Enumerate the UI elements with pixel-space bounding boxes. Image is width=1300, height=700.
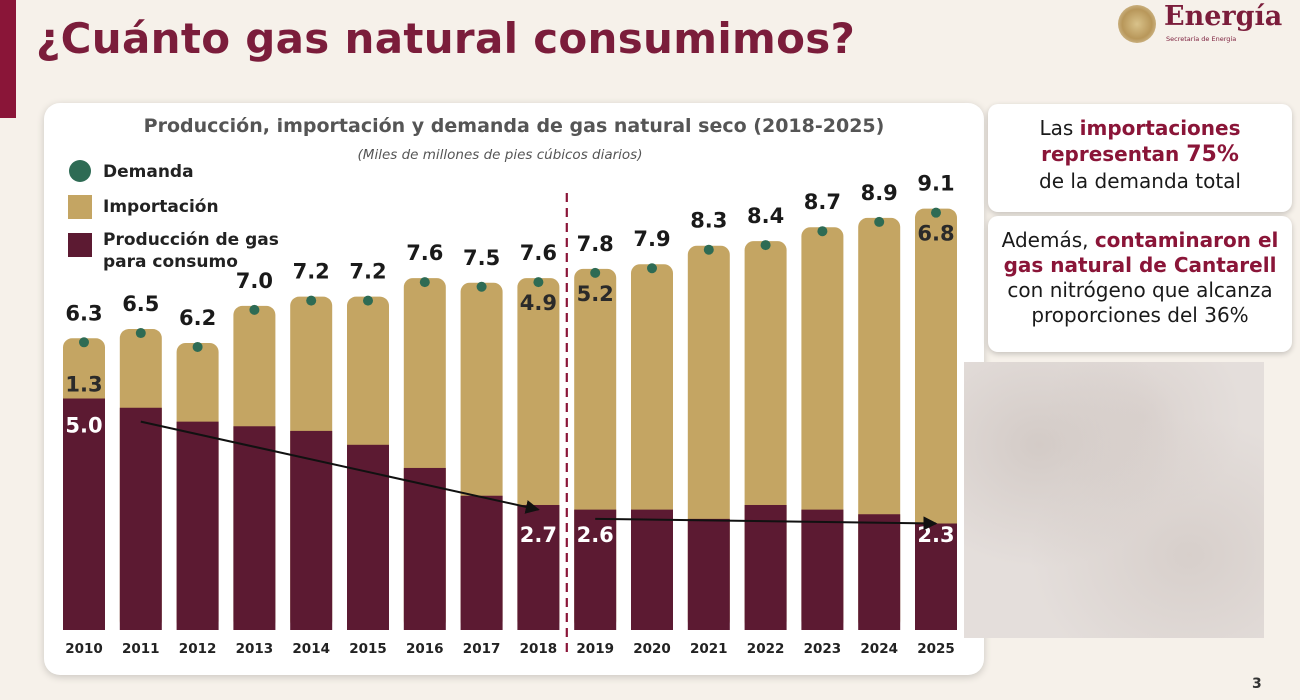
x-tick-2022: 2022 [747, 641, 785, 657]
info-box-imports: Las importaciones representan 75% de la … [988, 104, 1292, 212]
bar-production-2024 [858, 514, 901, 630]
x-tick-2024: 2024 [860, 641, 898, 657]
logo-name: Energía [1164, 1, 1283, 32]
x-tick-2021: 2021 [690, 641, 728, 657]
x-tick-2016: 2016 [406, 641, 444, 657]
x-tick-2019: 2019 [576, 641, 614, 657]
trend-arrow-1 [140, 420, 540, 514]
legend-production-label: Producción de gas para consumo [103, 230, 279, 272]
brand-accent-strip [0, 0, 16, 118]
stacked-bar-chart: Producción, importación y demanda de gas… [63, 115, 957, 658]
demand-dot-2011 [135, 328, 146, 339]
x-tick-2011: 2011 [122, 641, 160, 657]
total-label-2018: 7.6 [520, 241, 557, 265]
bar-production-2013 [233, 426, 276, 630]
bar-production-2020 [631, 509, 673, 630]
inner-label-import-2010: 1.3 [65, 373, 102, 397]
x-tick-2014: 2014 [292, 641, 330, 657]
demand-dot-2023 [817, 226, 828, 237]
total-label-2021: 8.3 [690, 209, 727, 233]
inner-label-production-2025: 2.3 [917, 523, 954, 547]
total-label-2024: 8.9 [861, 181, 898, 205]
demand-dot-2018 [533, 277, 544, 288]
logo-subtitle: Secretaría de Energía [1166, 35, 1237, 43]
inner-label-production-2018: 2.7 [520, 523, 557, 547]
total-label-2017: 7.5 [463, 246, 500, 270]
legend-demand-label: Demanda [103, 162, 194, 182]
bar-production-2012 [176, 421, 219, 630]
x-tick-2025: 2025 [917, 641, 955, 657]
demand-dot-2013 [249, 304, 260, 315]
bar-production-2018 [517, 504, 560, 630]
info-imports-emphasis: importaciones representan [1041, 116, 1241, 166]
info-imports-percent: 75% [1186, 142, 1239, 167]
total-label-2014: 7.2 [293, 260, 330, 284]
demand-dot-2025 [931, 207, 941, 218]
bar-production-2025 [915, 523, 957, 630]
total-label-2010: 6.3 [65, 301, 102, 325]
trend-arrow-2 [595, 516, 938, 531]
bar-production-2010 [63, 398, 105, 630]
total-label-2016: 7.6 [406, 241, 443, 265]
demand-dot-2012 [192, 341, 203, 352]
inner-label-production-2010: 5.0 [65, 414, 102, 438]
bar-production-2017 [460, 495, 503, 630]
demand-dot-2015 [363, 295, 373, 306]
total-label-2023: 8.7 [804, 190, 841, 214]
bar-production-2014 [290, 430, 333, 630]
page-number: 3 [1252, 676, 1262, 692]
demand-dot-2022 [760, 240, 771, 251]
bar-production-2019 [574, 509, 617, 630]
inner-label-import-2025: 6.8 [917, 222, 954, 246]
inner-label-production-2019: 2.6 [577, 523, 614, 547]
x-tick-2010: 2010 [65, 641, 103, 657]
inner-label-import-2019: 5.2 [577, 282, 614, 306]
total-label-2019: 7.8 [577, 232, 614, 256]
info-cantarell-emphasis: contaminaron el gas natural de Cantarell [1003, 228, 1279, 277]
total-label-2025: 9.1 [917, 172, 954, 196]
x-tick-2020: 2020 [633, 641, 671, 657]
total-label-2011: 6.5 [122, 292, 159, 316]
demand-dot-2014 [306, 295, 317, 306]
total-label-2012: 6.2 [179, 306, 216, 330]
x-tick-2015: 2015 [349, 641, 387, 657]
demand-dot-2010 [79, 337, 89, 348]
x-tick-2013: 2013 [236, 641, 274, 657]
x-tick-2012: 2012 [179, 641, 217, 657]
bar-production-2021 [687, 518, 730, 630]
slide-title: ¿Cuánto gas natural consumimos? [36, 14, 856, 63]
total-label-2022: 8.4 [747, 204, 784, 228]
inner-label-import-2018: 4.9 [520, 291, 557, 315]
legend-imports-swatch [68, 195, 92, 219]
bar-production-2016 [403, 467, 446, 630]
x-tick-2018: 2018 [520, 641, 558, 657]
demand-dot-2016 [419, 277, 430, 288]
chart-title: Producción, importación y demanda de gas… [144, 115, 885, 137]
total-label-2015: 7.2 [349, 260, 386, 284]
bar-production-2011 [119, 407, 162, 630]
demand-dot-2021 [703, 244, 714, 255]
info-box-cantarell: Además, contaminaron el gas natural de C… [988, 216, 1292, 352]
energia-logo: Energía Secretaría de Energía [1116, 1, 1286, 44]
x-tick-2017: 2017 [463, 641, 501, 657]
decorative-photo [964, 362, 1264, 638]
info-imports-pre: Las [1039, 116, 1080, 140]
demand-dot-2020 [647, 263, 657, 274]
chart-subtitle: (Miles de millones de pies cúbicos diari… [358, 147, 643, 163]
info-imports-post: de la demanda total [1039, 168, 1241, 193]
x-tick-2023: 2023 [804, 641, 842, 657]
demand-dot-2019 [590, 267, 601, 278]
bar-production-2022 [744, 504, 787, 630]
legend-demand-marker [69, 160, 91, 182]
legend-production-swatch [68, 233, 92, 257]
legend-imports-label: Importación [103, 197, 219, 217]
info-cantarell-post: con nitrógeno que alcanza proporciones d… [1007, 278, 1273, 327]
demand-dot-2024 [874, 216, 885, 227]
info-cantarell-pre: Además, [1001, 228, 1095, 252]
government-emblem-icon [1118, 5, 1156, 43]
demand-dot-2017 [476, 281, 487, 292]
bar-production-2023 [801, 509, 844, 630]
total-label-2013: 7.0 [236, 269, 273, 293]
total-label-2020: 7.9 [633, 227, 670, 251]
